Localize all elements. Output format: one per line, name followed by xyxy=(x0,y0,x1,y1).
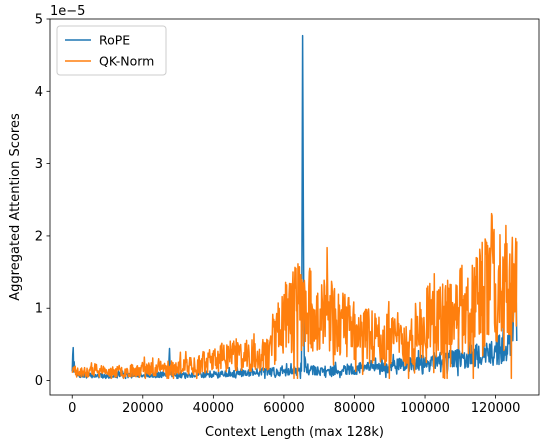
legend: RoPE QK-Norm xyxy=(56,25,167,76)
x-axis: 0 20000 40000 60000 80000 100000 120000 xyxy=(68,395,520,416)
y-axis: 0 1 2 3 4 5 xyxy=(35,13,50,389)
y-axis-offset-label: 1e−5 xyxy=(50,4,85,19)
y-tick-label: 3 xyxy=(35,157,43,172)
x-tick-label: 80000 xyxy=(334,401,375,416)
y-tick-label: 2 xyxy=(35,229,43,244)
y-axis-label: Aggregated Attention Scores xyxy=(8,113,23,301)
plot-area xyxy=(71,34,518,380)
x-tick-label: 100000 xyxy=(400,401,450,416)
y-tick-label: 5 xyxy=(35,13,43,28)
legend-entry: QK-Norm xyxy=(99,54,154,69)
x-tick-label: 40000 xyxy=(193,401,234,416)
plot-frame xyxy=(49,18,540,396)
legend-entry: RoPE xyxy=(99,33,130,48)
y-tick-label: 0 xyxy=(35,374,43,389)
x-tick-label: 120000 xyxy=(471,401,521,416)
y-tick-label: 1 xyxy=(35,302,43,317)
x-axis-label: Context Length (max 128k) xyxy=(205,425,384,440)
y-tick-label: 4 xyxy=(35,85,43,100)
series-line-qk-norm xyxy=(71,212,518,380)
x-tick-label: 60000 xyxy=(263,401,304,416)
legend-box xyxy=(56,25,167,76)
x-tick-label: 20000 xyxy=(122,401,163,416)
x-tick-label: 0 xyxy=(68,401,76,416)
